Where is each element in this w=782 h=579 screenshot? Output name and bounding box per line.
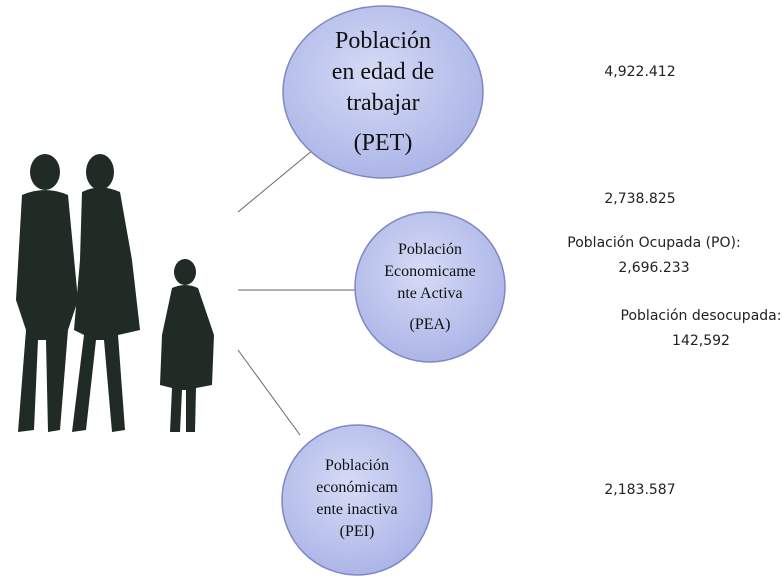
value-text: 2,738.825	[604, 191, 675, 207]
value-label: Población desocupada:	[621, 308, 782, 324]
value-text: 142,592	[672, 333, 730, 349]
node-label: (PEA)	[410, 316, 451, 333]
node-label: (PET)	[354, 130, 413, 156]
node-label: Población	[325, 457, 389, 474]
node-label: (PEI)	[340, 523, 375, 540]
silhouette-image	[12, 154, 218, 435]
diagram: Población en edad de trabajar (PET) Pobl…	[0, 0, 782, 579]
value-label: Población Ocupada (PO):	[567, 235, 740, 251]
node-label: trabajar	[346, 90, 419, 116]
node-label: económicam	[316, 479, 398, 496]
node-label: Economicame	[384, 263, 476, 280]
value-text: 2,696.233	[618, 260, 689, 276]
node-circle	[282, 425, 432, 575]
connector	[238, 350, 300, 435]
node-label: ente inactiva	[316, 501, 397, 518]
node-label: nte Activa	[397, 285, 462, 302]
node-label: Población	[398, 241, 462, 258]
value-text: 4,922.412	[604, 64, 675, 80]
node-label: en edad de	[332, 59, 435, 85]
value-text: 2,183.587	[604, 482, 675, 498]
node-label: Población	[335, 28, 431, 54]
